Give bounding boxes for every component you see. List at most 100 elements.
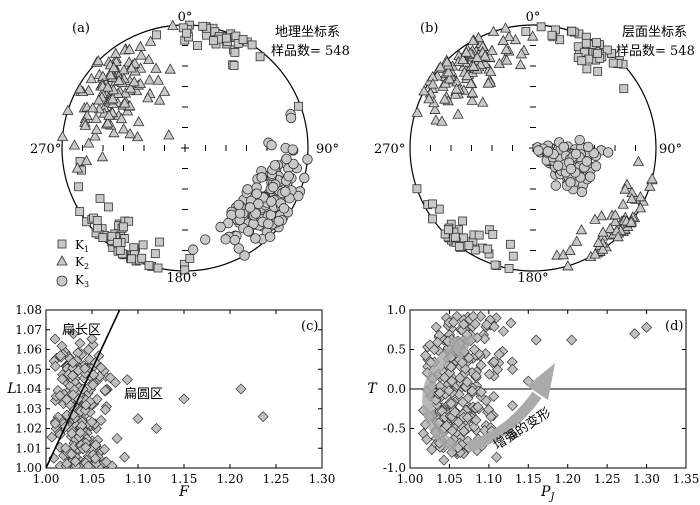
stereonet-point-k2	[62, 104, 74, 115]
stereonet-point-k1	[124, 216, 134, 226]
stereonet-point-k2	[466, 94, 478, 105]
scatter-point	[69, 456, 81, 468]
x-tick-label: 1.20	[217, 472, 244, 486]
stereonet-point-k3	[570, 148, 582, 160]
deformation-arrow-head	[527, 363, 555, 400]
stereonet-point-k2	[115, 112, 128, 124]
stereonet-point-k3	[581, 156, 593, 167]
stereonet-point-k2	[625, 216, 637, 227]
stereonet-point-k2	[119, 87, 132, 98]
x-tick-label: 1.25	[263, 472, 290, 486]
stereonet-point-k3	[280, 186, 291, 197]
stereonet-point-k1	[490, 260, 500, 270]
legend-k2-marker	[56, 255, 68, 266]
stereonet-point-k3	[590, 160, 602, 172]
stereonet-b-title-line1: 层面坐标系	[622, 25, 687, 40]
stereonet-point-k1	[144, 261, 154, 271]
panel-d: 1.00 1.05 1.10 1.15 1.20 1.25 1.30 1.35 1.0 0.5 0.…	[367, 303, 699, 503]
panel-label-d: (d)	[665, 319, 683, 334]
panel-label-a: (a)	[72, 21, 90, 36]
stereonet-point-k2	[163, 129, 175, 140]
stereonet-point-k2	[465, 77, 477, 88]
stereonet-point-k2	[124, 82, 137, 93]
stereonet-point-k2	[461, 69, 473, 81]
stereonet-point-k2	[443, 73, 456, 84]
stereonet-point-k3	[250, 233, 261, 244]
scatter-point	[86, 333, 98, 345]
x-tick-label: 1.05	[436, 472, 463, 486]
scatter-point	[87, 379, 99, 391]
stereonet-point-k1	[483, 244, 493, 254]
scatter-point	[441, 420, 453, 432]
stereonet-point-k1	[118, 222, 128, 232]
stereonet-point-k2	[493, 57, 506, 69]
stereonet-point-k2	[128, 76, 140, 87]
stereonet-point-k3	[583, 141, 594, 153]
stereonet-point-k3	[266, 139, 277, 151]
scatter-point	[257, 411, 269, 423]
x-tick-label: 1.15	[515, 472, 542, 486]
scatter-point	[95, 414, 107, 426]
stereonet-point-k2	[418, 85, 430, 96]
stereonet-point-k2	[441, 56, 453, 67]
panel-d-ticks: 1.00 1.05 1.10 1.15 1.20 1.25 1.30 1.35 1.0 0.5 0.…	[383, 303, 700, 486]
stereonet-point-k2	[477, 96, 489, 107]
stereonet-point-k2	[609, 215, 621, 227]
scatter-point	[445, 398, 457, 410]
scatter-point	[65, 448, 77, 460]
stereonet-point-k2	[83, 137, 95, 148]
scatter-point	[56, 373, 68, 385]
stereonet-point-k2	[152, 74, 164, 85]
scatter-point	[530, 334, 542, 346]
panel-c-prolate-label: 扁长区	[62, 323, 101, 338]
stereonet-point-k3	[243, 226, 254, 237]
scatter-point	[421, 434, 433, 446]
scatter-point	[90, 439, 102, 451]
y-tick-label: 1.03	[15, 402, 42, 416]
stereonet-point-k3	[602, 147, 614, 158]
legend-k1-label: K1	[75, 238, 89, 254]
scatter-point	[89, 453, 101, 465]
stereonet-point-k2	[592, 236, 605, 247]
stereonet-point-k2	[96, 150, 109, 162]
stereonet-point-k2	[164, 63, 176, 74]
scatter-point	[111, 433, 123, 445]
stereonet-point-k2	[87, 102, 99, 113]
scatter-point	[68, 328, 80, 340]
stereonet-point-k1	[198, 21, 208, 31]
stereonet-point-k3	[269, 160, 281, 171]
stereonet-point-k3	[264, 231, 276, 243]
stereonet-point-k2	[90, 123, 103, 135]
x-tick-label: 1.00	[33, 472, 60, 486]
stereonet-point-k2	[450, 83, 463, 94]
scatter-point	[80, 441, 92, 453]
stereonet-point-k3	[256, 172, 267, 183]
scatter-point	[80, 399, 92, 411]
scatter-point	[46, 431, 58, 443]
x-tick-label: 1.20	[554, 472, 581, 486]
scatter-point	[462, 412, 474, 424]
scatter-point	[457, 396, 469, 408]
stereonet-point-k2	[487, 25, 500, 36]
stereonet-point-k1	[209, 36, 218, 46]
scatter-point	[463, 352, 475, 364]
scatter-point	[61, 393, 73, 405]
stereonet-point-k2	[108, 126, 120, 138]
scatter-point	[488, 390, 500, 402]
stereonet-point-k1	[192, 41, 202, 50]
stereonet-point-k2	[134, 40, 147, 51]
legend-k2-label: K2	[75, 255, 89, 271]
stereonet-point-k1	[150, 249, 160, 259]
scatter-point	[480, 395, 492, 407]
stereonet-point-k1	[127, 254, 136, 264]
stereonet-point-k2	[117, 123, 130, 134]
stereonet-point-k2	[442, 66, 455, 77]
stereonet-point-k1	[504, 264, 514, 273]
stereonet-point-k2	[597, 226, 609, 237]
stereonet-point-k1	[74, 182, 83, 192]
stereonet-a-east-label: 90°	[316, 142, 339, 157]
panel-d-xlabel-main: P	[540, 484, 551, 500]
stereonet-point-k2	[634, 202, 647, 213]
scatter-point	[82, 344, 94, 356]
